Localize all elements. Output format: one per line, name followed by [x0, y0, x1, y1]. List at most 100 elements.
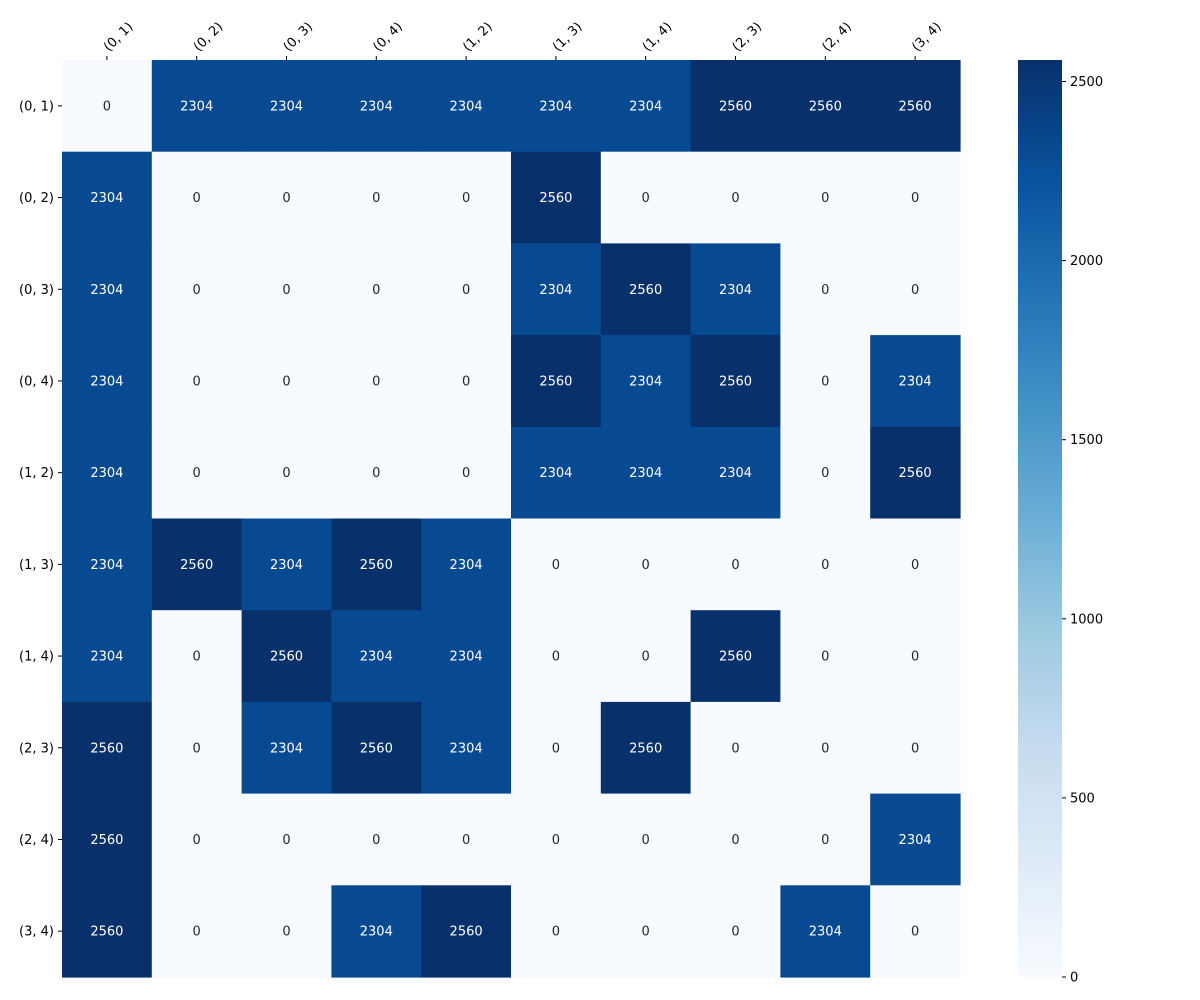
y-axis-ticks: (0, 1) (0, 2) (0, 3) (0, 4) (1, 2) (1, 3) (1, …: [19, 99, 62, 940]
cell-value-label: 0: [372, 466, 380, 481]
heatmap-cell: [151, 151, 243, 244]
colorbar: 0 500 1000 1500 2000 2500: [1018, 60, 1103, 986]
cell-value-label: 0: [911, 283, 919, 298]
heatmap-cell: [870, 885, 961, 978]
cell-value-label: 2304: [360, 650, 393, 665]
heatmap-cell: [421, 885, 512, 978]
cell-value-label: 0: [552, 833, 560, 848]
cell-value-label: 2304: [450, 558, 483, 573]
heatmap-cell: [421, 60, 512, 153]
cell-value-label: 2560: [90, 741, 123, 756]
cell-value-label: 0: [821, 833, 829, 848]
colorbar-tick-label: 2000: [1070, 254, 1103, 269]
heatmap-cell: [62, 701, 153, 795]
cell-value-label: 2304: [899, 374, 932, 389]
cell-value-label: 0: [731, 741, 739, 756]
heatmap-cell: [690, 701, 781, 795]
cell-value-label: 0: [462, 466, 470, 481]
cell-value-label: 2304: [90, 558, 123, 573]
heatmap-cell: [62, 151, 153, 244]
cell-value-label: 2560: [719, 650, 752, 665]
cell-value-label: 2560: [899, 99, 932, 114]
heatmap-cell: [241, 60, 332, 153]
cell-value-label: 0: [462, 833, 470, 848]
heatmap-cells: 0 2304 2304 2304 2304 2304 2304 2560 2560 2560 230…: [62, 60, 961, 978]
heatmap-cell: [780, 701, 871, 795]
colorbar-gradient: [1018, 60, 1062, 977]
cell-value-label: 2560: [539, 374, 572, 389]
cell-value-label: 2560: [270, 650, 303, 665]
cell-value-label: 0: [911, 741, 919, 756]
heatmap-cell: [421, 243, 512, 336]
heatmap-cell: [421, 610, 512, 703]
cell-value-label: 2304: [90, 283, 123, 298]
cell-value-label: 0: [282, 374, 290, 389]
cell-value-label: 0: [193, 466, 201, 481]
heatmap-cell: [511, 610, 602, 703]
cell-value-label: 2560: [360, 558, 393, 573]
cell-value-label: 2304: [629, 466, 662, 481]
cell-value-label: 0: [642, 833, 650, 848]
x-tick-label: (0, 3): [281, 20, 316, 55]
x-tick-label: (3, 4): [909, 20, 944, 55]
heatmap-cell: [870, 151, 961, 244]
cell-value-label: 0: [552, 558, 560, 573]
heatmap-cell: [62, 60, 153, 153]
cell-value-label: 2304: [539, 283, 572, 298]
cell-value-label: 0: [372, 374, 380, 389]
heatmap-cell: [62, 885, 153, 978]
heatmap-cell: [600, 793, 692, 886]
cell-value-label: 2304: [270, 558, 303, 573]
cell-value-label: 2560: [539, 191, 572, 206]
heatmap-cell: [331, 151, 422, 244]
heatmap-cell: [421, 335, 512, 428]
cell-value-label: 2304: [180, 99, 213, 114]
cell-value-label: 0: [731, 191, 739, 206]
heatmap-cell: [421, 518, 512, 611]
cell-value-label: 2304: [270, 741, 303, 756]
heatmap-cell: [331, 243, 422, 336]
heatmap-cell: [780, 243, 871, 336]
cell-value-label: 0: [193, 741, 201, 756]
cell-value-label: 0: [103, 99, 111, 114]
cell-value-label: 2304: [90, 374, 123, 389]
cell-value-label: 0: [462, 374, 470, 389]
cell-value-label: 0: [821, 283, 829, 298]
cell-value-label: 2560: [360, 741, 393, 756]
heatmap-cell: [600, 885, 692, 978]
cell-value-label: 0: [731, 558, 739, 573]
heatmap-cell: [241, 885, 332, 978]
cell-value-label: 2560: [809, 99, 842, 114]
cell-value-label: 2304: [539, 466, 572, 481]
cell-value-label: 2560: [899, 466, 932, 481]
heatmap-cell: [780, 151, 871, 244]
x-tick-label: (0, 4): [371, 20, 406, 55]
heatmap-cell: [151, 426, 243, 520]
heatmap-cell: [241, 243, 332, 336]
cell-value-label: 0: [193, 833, 201, 848]
heatmap-cell: [241, 426, 332, 520]
heatmap-cell: [870, 243, 961, 336]
cell-value-label: 0: [282, 283, 290, 298]
cell-value-label: 0: [821, 741, 829, 756]
heatmap-cell: [331, 518, 422, 611]
x-tick-label: (0, 1): [101, 20, 136, 55]
y-tick-label: (0, 2): [19, 191, 54, 206]
heatmap-cell: [331, 701, 422, 795]
cell-value-label: 2304: [719, 466, 752, 481]
heatmap-cell: [151, 793, 243, 886]
cell-value-label: 0: [821, 374, 829, 389]
heatmap-cell: [62, 610, 153, 703]
heatmap-cell: [690, 335, 781, 428]
cell-value-label: 2560: [629, 283, 662, 298]
colorbar-tick-label: 500: [1070, 791, 1095, 806]
x-tick-label: (1, 3): [550, 20, 585, 55]
heatmap-cell: [62, 426, 153, 520]
heatmap-cell: [151, 701, 243, 795]
cell-value-label: 0: [193, 283, 201, 298]
heatmap-cell: [600, 701, 692, 795]
heatmap-cell: [331, 426, 422, 520]
heatmap-cell: [780, 885, 871, 978]
heatmap-cell: [241, 151, 332, 244]
